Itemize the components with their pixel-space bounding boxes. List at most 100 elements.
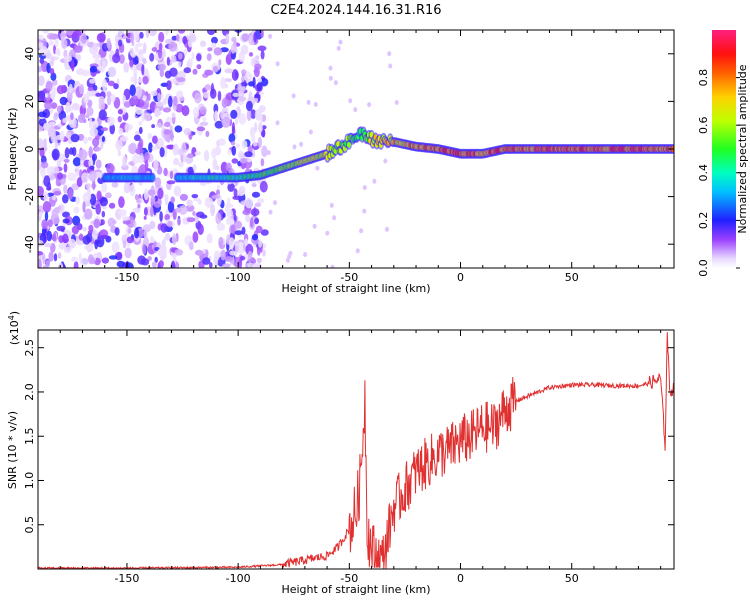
noise-speckle (154, 256, 158, 263)
noise-speckle (196, 53, 202, 62)
noise-speckle (53, 217, 60, 224)
noise-speckle (51, 148, 60, 161)
noise-speckle (174, 249, 184, 256)
noise-speckle (101, 182, 108, 193)
noise-speckle (220, 249, 226, 261)
noise-speckle (71, 103, 80, 111)
noise-speckle (210, 204, 216, 217)
noise-speckle (38, 94, 45, 103)
noise-speckle (170, 196, 175, 204)
noise-speckle (87, 99, 93, 108)
noise-speckle (221, 97, 228, 109)
noise-speckle (54, 112, 59, 118)
noise-speckle (228, 133, 236, 143)
noise-speckle (230, 224, 236, 234)
noise-speckle (91, 153, 98, 161)
noise-speckle (48, 251, 54, 262)
noise-speckle (185, 204, 195, 212)
noise-speckle (129, 84, 136, 97)
noise-speckle (225, 217, 235, 226)
noise-speckle (239, 157, 248, 164)
noise-speckle (38, 186, 44, 197)
noise-speckle (238, 50, 245, 63)
noise-speckle (157, 247, 166, 258)
noise-speckle (197, 199, 202, 205)
noise-speckle (148, 30, 157, 37)
noise-speckle (183, 127, 192, 136)
noise-speckle (93, 84, 98, 91)
noise-speckle (216, 222, 225, 231)
noise-speckle (169, 67, 178, 77)
noise-speckle (76, 177, 83, 188)
noise-speckle (70, 133, 80, 143)
noise-speckle (227, 183, 235, 192)
noise-speckle (88, 90, 95, 97)
noise-speckle (65, 131, 72, 139)
x-tick-label: 0 (457, 572, 464, 585)
noise-speckle (117, 149, 121, 157)
noise-speckle (214, 110, 218, 123)
noise-speckle (228, 237, 235, 250)
noise-speckle (105, 192, 112, 199)
noise-speckle (101, 60, 106, 68)
noise-speckle (98, 96, 105, 104)
noise-speckle (167, 201, 175, 213)
noise-speckle (50, 72, 57, 81)
noise-speckle (62, 117, 68, 124)
noise-speckle (153, 206, 157, 216)
spectrogram-marks (38, 30, 674, 268)
noise-speckle (85, 183, 90, 190)
y-tick-label: 2.5 (23, 339, 36, 357)
noise-speckle (117, 251, 123, 259)
noise-speckle (237, 82, 242, 91)
noise-speckle (123, 181, 131, 194)
noise-speckle (221, 107, 229, 113)
noise-speckle (154, 177, 162, 188)
y-tick-label: -40 (23, 235, 36, 253)
y-tick-label: 0 (23, 146, 36, 153)
spectrogram-ridge (101, 126, 674, 183)
noise-speckle (143, 188, 149, 201)
noise-speckle (241, 69, 247, 75)
noise-speckle (205, 130, 210, 137)
noise-speckle (39, 58, 45, 64)
snr-ticks: -150 -100 -50 0 50 0.5 1.0 1.5 2.0 2.5 (23, 330, 674, 585)
noise-speckle (58, 242, 67, 250)
noise-speckle (218, 236, 224, 248)
noise-speckle (123, 62, 130, 73)
noise-speckle (138, 126, 143, 135)
noise-speckle (92, 53, 101, 60)
noise-speckle (141, 258, 150, 266)
noise-speckle (68, 147, 74, 155)
noise-speckle (55, 135, 63, 140)
noise-speckle (137, 77, 143, 83)
x-tick-label: 50 (565, 271, 579, 284)
noise-speckle (251, 183, 257, 188)
noise-speckle (308, 129, 313, 135)
ridge-point (150, 174, 155, 181)
noise-speckle (221, 116, 231, 128)
noise-speckle (200, 182, 207, 187)
noise-speckle (303, 252, 308, 257)
noise-speckle (71, 59, 75, 72)
noise-speckle (132, 154, 141, 164)
noise-speckle (245, 214, 251, 223)
y-tick-label: 1.0 (23, 472, 36, 490)
noise-speckle (149, 52, 155, 62)
noise-speckle (94, 146, 102, 152)
noise-speckle (171, 233, 177, 246)
noise-speckle (231, 158, 239, 164)
noise-speckle (260, 50, 265, 60)
noise-speckle (65, 30, 75, 36)
noise-speckle (48, 34, 58, 40)
noise-speckle (196, 211, 205, 218)
noise-speckle (151, 261, 157, 268)
noise-speckle (262, 249, 266, 257)
noise-speckle (203, 150, 210, 162)
noise-speckle (138, 49, 146, 55)
noise-speckle (54, 138, 58, 150)
noise-speckle (95, 159, 102, 169)
noise-speckle (130, 52, 136, 58)
noise-speckle (187, 166, 195, 175)
noise-speckle (247, 250, 253, 260)
